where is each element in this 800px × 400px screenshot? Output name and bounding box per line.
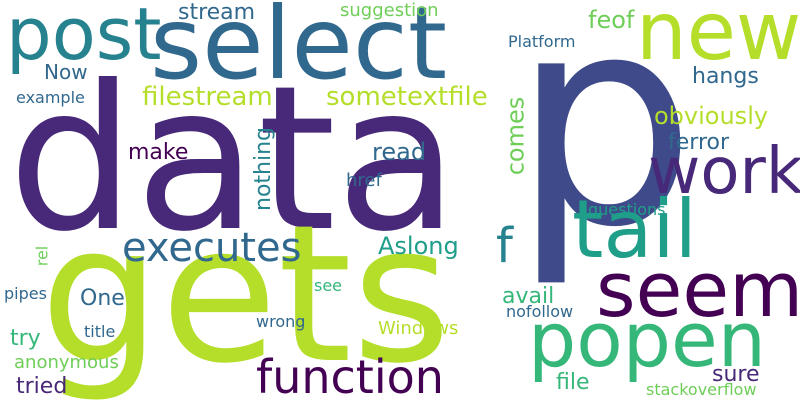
word-gets: gets xyxy=(40,184,451,400)
word-select: select xyxy=(150,0,448,102)
word-one: One xyxy=(80,286,125,311)
word-try: try xyxy=(10,326,41,351)
word-nofollow: nofollow xyxy=(506,302,574,321)
word-file: file xyxy=(556,370,590,395)
word-p: p xyxy=(512,0,697,291)
word-tried: tried xyxy=(16,374,68,399)
word-platform: Platform xyxy=(508,32,576,51)
word-f: f xyxy=(496,218,513,274)
word-seem: seem xyxy=(596,245,800,334)
word-anonymous: anonymous xyxy=(14,352,119,373)
word-now: Now xyxy=(44,60,88,84)
word-sure: sure xyxy=(712,362,760,387)
word-suggestion: suggestion xyxy=(340,0,439,21)
word-see: see xyxy=(314,276,343,295)
word-make: make xyxy=(128,140,189,165)
word-hangs: hangs xyxy=(692,64,759,89)
word-ferror: ferror xyxy=(668,130,730,155)
word-sometextfile: sometextfile xyxy=(326,82,488,112)
word-nothing: nothing xyxy=(251,127,276,211)
word-aslong: Aslong xyxy=(378,232,459,260)
word-executes: executes xyxy=(122,225,302,271)
word-data: data xyxy=(8,43,459,276)
word-windows: Windows xyxy=(378,318,459,339)
word-new: new xyxy=(636,0,800,78)
word-popen: popen xyxy=(528,295,766,384)
word-function: function xyxy=(256,350,444,400)
word-pipes: pipes xyxy=(4,284,47,303)
word-post: post xyxy=(6,0,162,76)
word-work: work xyxy=(648,135,800,209)
word-avail: avail xyxy=(502,284,555,309)
word-href: href xyxy=(346,170,382,191)
word-filestream: filestream xyxy=(142,82,273,112)
word-tail: tail xyxy=(572,183,697,276)
word-comes: comes xyxy=(501,96,530,176)
word-title: title xyxy=(84,322,116,341)
word-wrong: wrong xyxy=(256,312,306,331)
word-obviously: obviously xyxy=(654,102,769,130)
word-stackoverflow: stackoverflow xyxy=(646,380,757,399)
word-example: example xyxy=(16,88,85,107)
word-feof: feof xyxy=(588,6,635,34)
word-read: read xyxy=(372,138,427,166)
word-rel: rel xyxy=(32,245,52,267)
word-questions: questions xyxy=(588,200,666,219)
word-stream: stream xyxy=(178,0,256,25)
